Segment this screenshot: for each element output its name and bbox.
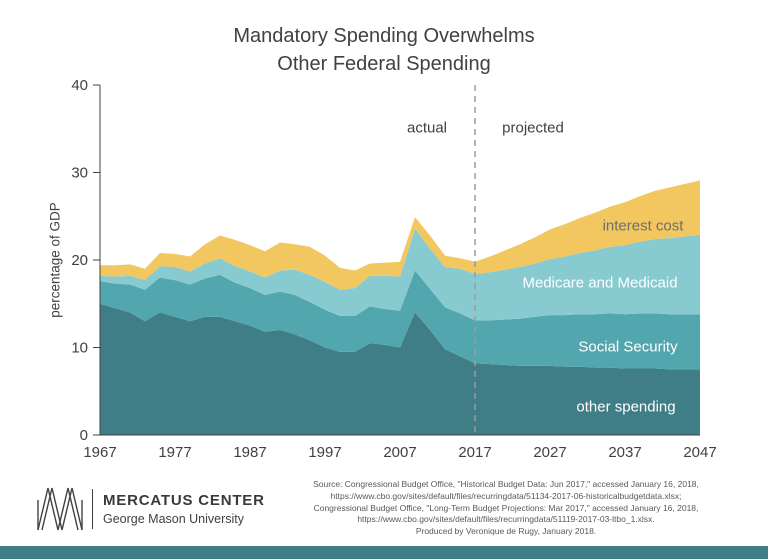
chart-svg: 0 10 20 30 40 1967 1977 1987 1997 2007 2017 2027 203… <box>71 77 716 461</box>
series-label-other-spending: other spending <box>576 398 676 416</box>
series-label-interest-cost: interest cost <box>602 217 684 235</box>
source-line: Produced by Veronique de Rugy, January 2… <box>415 526 597 537</box>
x-tick-label: 1997 <box>308 444 341 461</box>
footer: MERCATUS CENTER George Mason University … <box>0 472 768 545</box>
x-tick-label: 2037 <box>608 444 641 461</box>
source-line: Congressional Budget Office, "Long-Term … <box>313 502 699 513</box>
logo-text: MERCATUS CENTER George Mason University <box>103 491 265 527</box>
logo-divider <box>92 488 93 529</box>
y-tick-label: 10 <box>71 340 88 357</box>
area-other-spending <box>100 303 700 435</box>
chart-title-line2: Other Federal Spending <box>277 53 491 75</box>
mercatus-logo: MERCATUS CENTER George Mason University <box>36 486 265 532</box>
bottom-bar <box>0 546 768 559</box>
chart-title: Mandatory Spending Overwhelms Other Fede… <box>0 22 768 78</box>
logo-name: MERCATUS CENTER <box>103 491 265 509</box>
x-tick-label: 2047 <box>683 444 716 461</box>
chart-title-line1: Mandatory Spending Overwhelms <box>233 25 535 47</box>
x-tick-label: 1967 <box>83 444 116 461</box>
y-tick-label: 40 <box>71 77 88 94</box>
series-label-social-security: Social Security <box>578 338 678 356</box>
source-line: https://www.cbo.gov/sites/default/files/… <box>330 490 682 501</box>
annotation-projected: projected <box>502 119 564 137</box>
mercatus-logo-icon <box>37 487 83 530</box>
x-tick-label: 2027 <box>533 444 566 461</box>
area-interest-cost <box>100 180 700 290</box>
x-tick-label: 2007 <box>383 444 416 461</box>
area-social-security <box>100 270 700 370</box>
annotation-actual: actual <box>406 119 448 137</box>
source-line: https://www.cbo.gov/sites/default/files/… <box>357 514 655 525</box>
area-medicare-and-medicaid <box>100 228 700 321</box>
logo-subname: George Mason University <box>103 511 245 526</box>
x-tick-label: 1987 <box>233 444 266 461</box>
y-tick-label: 0 <box>80 427 88 444</box>
source-citation: Source: Congressional Budget Office, "Hi… <box>296 479 716 538</box>
x-tick-label: 2017 <box>458 444 491 461</box>
chart-area: 0 10 20 30 40 1967 1977 1987 1997 2007 2017 2027 203… <box>0 22 768 461</box>
y-axis-label: percentage of GDP <box>47 202 63 318</box>
source-line: Source: Congressional Budget Office, "Hi… <box>313 478 699 489</box>
series-label-medicare-and-medicaid: Medicare and Medicaid <box>522 274 678 292</box>
x-tick-label: 1977 <box>158 444 191 461</box>
y-tick-label: 30 <box>71 165 88 182</box>
y-tick-label: 20 <box>71 252 88 269</box>
